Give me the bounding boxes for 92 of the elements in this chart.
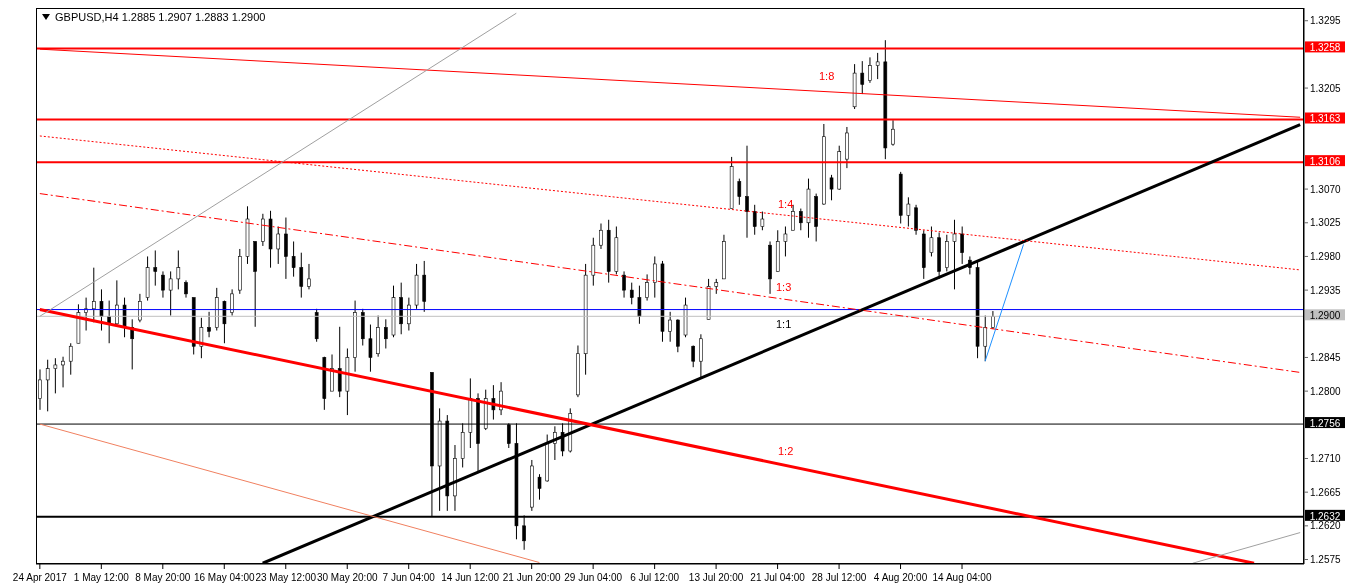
ref-line-label: 1.3258 [1309, 42, 1341, 54]
ref-line-label: 1.2632 [1309, 510, 1341, 522]
candlestick [38, 368, 42, 411]
x-tick-label: 4 Aug 20:00 [873, 572, 928, 583]
candlestick [791, 204, 795, 231]
candlestick [599, 223, 603, 250]
x-tick-label: 30 May 20:00 [316, 572, 378, 583]
ref-line-label: 1.3163 [1309, 113, 1341, 125]
annotation: 1:4 [778, 198, 794, 210]
candlestick [276, 226, 281, 265]
candlestick [745, 145, 749, 239]
x-tick-label: 13 Jul 20:00 [688, 572, 744, 583]
candlestick [783, 226, 788, 257]
candlestick [960, 226, 964, 265]
candlestick [161, 270, 165, 299]
candlestick [637, 285, 642, 325]
candlestick [929, 226, 934, 257]
x-tick-label: 14 Aug 04:00 [932, 572, 992, 583]
candlestick [914, 204, 918, 236]
candlestick [168, 270, 173, 317]
candlestick [261, 213, 265, 247]
ref-line-label: 1.2900 [1309, 310, 1341, 322]
x-tick-label: 6 Jul 12:00 [630, 572, 680, 583]
candlestick [61, 356, 65, 388]
x-tick-label: 29 Jun 04:00 [564, 572, 623, 583]
candlestick [153, 249, 158, 287]
x-tick-label: 28 Jul 12:00 [811, 572, 867, 583]
y-tick-label: 1.2935 [1310, 284, 1342, 296]
candlestick [891, 119, 895, 147]
x-tick-label: 21 Jun 20:00 [502, 572, 562, 583]
candlestick [330, 353, 334, 392]
candlestick [652, 255, 657, 299]
x-tick-label: 8 May 20:00 [135, 572, 191, 583]
candlestick [537, 473, 542, 501]
candlestick [299, 252, 304, 299]
candlestick [68, 342, 73, 376]
candlestick [207, 311, 211, 338]
x-tick-label: 14 Jun 12:00 [441, 572, 500, 583]
annotation: 1:1 [776, 318, 792, 330]
y-tick-label: 1.3205 [1310, 82, 1342, 94]
y-tick-label: 1.2980 [1310, 250, 1342, 262]
candlestick [138, 293, 142, 323]
candlestick [407, 297, 411, 332]
y-tick-label: 1.3295 [1310, 15, 1342, 27]
candlestick [737, 178, 742, 206]
x-tick-label: 24 Apr 2017 [12, 572, 68, 583]
candlestick [691, 344, 696, 368]
candlestick [176, 249, 181, 290]
candlestick [291, 240, 296, 278]
candlestick [906, 196, 911, 228]
y-tick-label: 1.2710 [1310, 453, 1342, 465]
candlestick [629, 282, 634, 305]
candlestick [752, 204, 757, 236]
y-tick-label: 1.2665 [1310, 486, 1342, 498]
candlestick [760, 211, 765, 231]
candlestick [668, 311, 672, 343]
y-tick-label: 1.2800 [1310, 385, 1342, 397]
x-tick-label: 1 May 12:00 [73, 572, 130, 583]
annotation: 1:3 [776, 281, 792, 293]
x-tick-label: 16 May 04:00 [193, 572, 256, 583]
candlestick [337, 326, 342, 398]
candlestick [645, 273, 649, 302]
x-tick-label: 7 Jun 04:00 [382, 572, 436, 583]
annotation: 1:8 [819, 70, 835, 82]
candlestick [699, 333, 703, 379]
candlestick [307, 263, 311, 290]
candlestick [84, 297, 88, 332]
chart-title: GBPUSD,H4 1.2885 1.2907 1.2883 1.2900 [55, 11, 266, 23]
candlestick [368, 324, 373, 373]
candlestick [230, 288, 234, 317]
x-tick-label: 21 Jul 04:00 [750, 572, 806, 583]
candlestick [868, 56, 872, 84]
annotation: 1:2 [778, 445, 794, 457]
ref-line-label: 1.3106 [1309, 156, 1341, 168]
y-tick-label: 1.2575 [1310, 554, 1342, 566]
candlestick [99, 288, 104, 332]
y-tick-label: 1.3025 [1310, 217, 1342, 229]
ref-line-label: 1.2756 [1309, 418, 1341, 430]
candlestick [45, 359, 50, 412]
candlestick [829, 174, 834, 201]
y-tick-label: 1.3070 [1310, 183, 1342, 195]
candlestick [53, 357, 58, 394]
candlestick [875, 52, 880, 80]
candlestick [284, 217, 288, 280]
y-tick-label: 1.2620 [1310, 520, 1342, 532]
candlestick [622, 270, 626, 299]
x-tick-label: 23 May 12:00 [255, 572, 317, 583]
candlestick [199, 317, 204, 359]
candlestick [860, 60, 865, 95]
candlestick [384, 318, 388, 349]
y-tick-label: 1.2845 [1310, 352, 1342, 364]
candlestick [952, 219, 957, 290]
